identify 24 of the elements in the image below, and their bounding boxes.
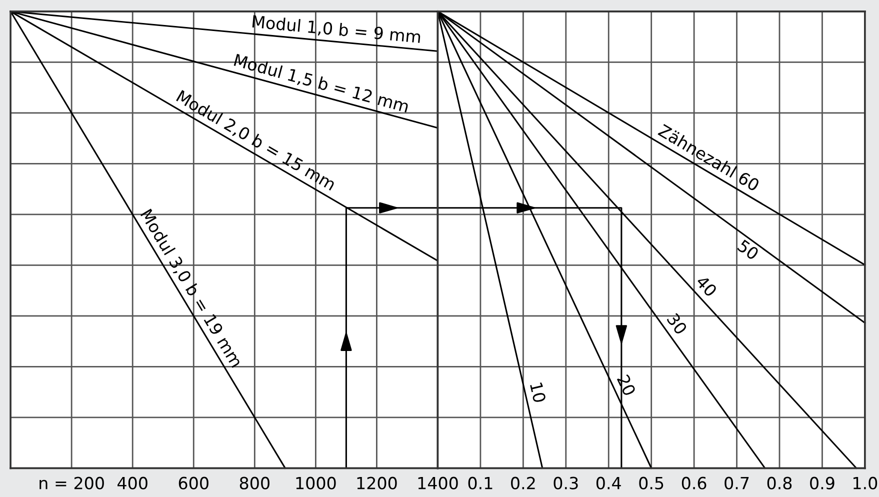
x-tick-label: 0.4	[596, 476, 621, 490]
x-tick-label: 400	[118, 476, 148, 490]
text: 20	[616, 374, 636, 396]
x-tick-label: 1400	[418, 476, 458, 490]
text: 10	[530, 382, 546, 403]
x-tick-label: n = 200	[40, 476, 104, 490]
x-tick-label: 0.1	[468, 476, 492, 490]
x-tick-label: 0.5	[639, 476, 664, 490]
x-tick-label: 1200	[357, 476, 397, 490]
x-tick-label: 1000	[296, 476, 336, 490]
x-tick-label: 0.3	[554, 476, 578, 490]
x-tick-label: 600	[178, 476, 208, 490]
x-tick-label: 0.8	[767, 476, 792, 490]
x-tick-label: 1.0	[854, 476, 878, 490]
x-tick-label: 800	[240, 476, 270, 490]
text: 30	[666, 312, 688, 336]
x-tick-label: 0.7	[724, 476, 749, 490]
text: 50	[736, 239, 760, 260]
x-tick-label: 0.2	[511, 476, 535, 490]
text: Modul 1,0 b = 9 mm	[252, 14, 421, 45]
text: Modul 1,5 b = 12 mm	[233, 53, 410, 114]
x-tick-label: 0.6	[682, 476, 706, 490]
text: 40	[695, 274, 718, 298]
x-tick-label: 0.9	[810, 476, 834, 490]
